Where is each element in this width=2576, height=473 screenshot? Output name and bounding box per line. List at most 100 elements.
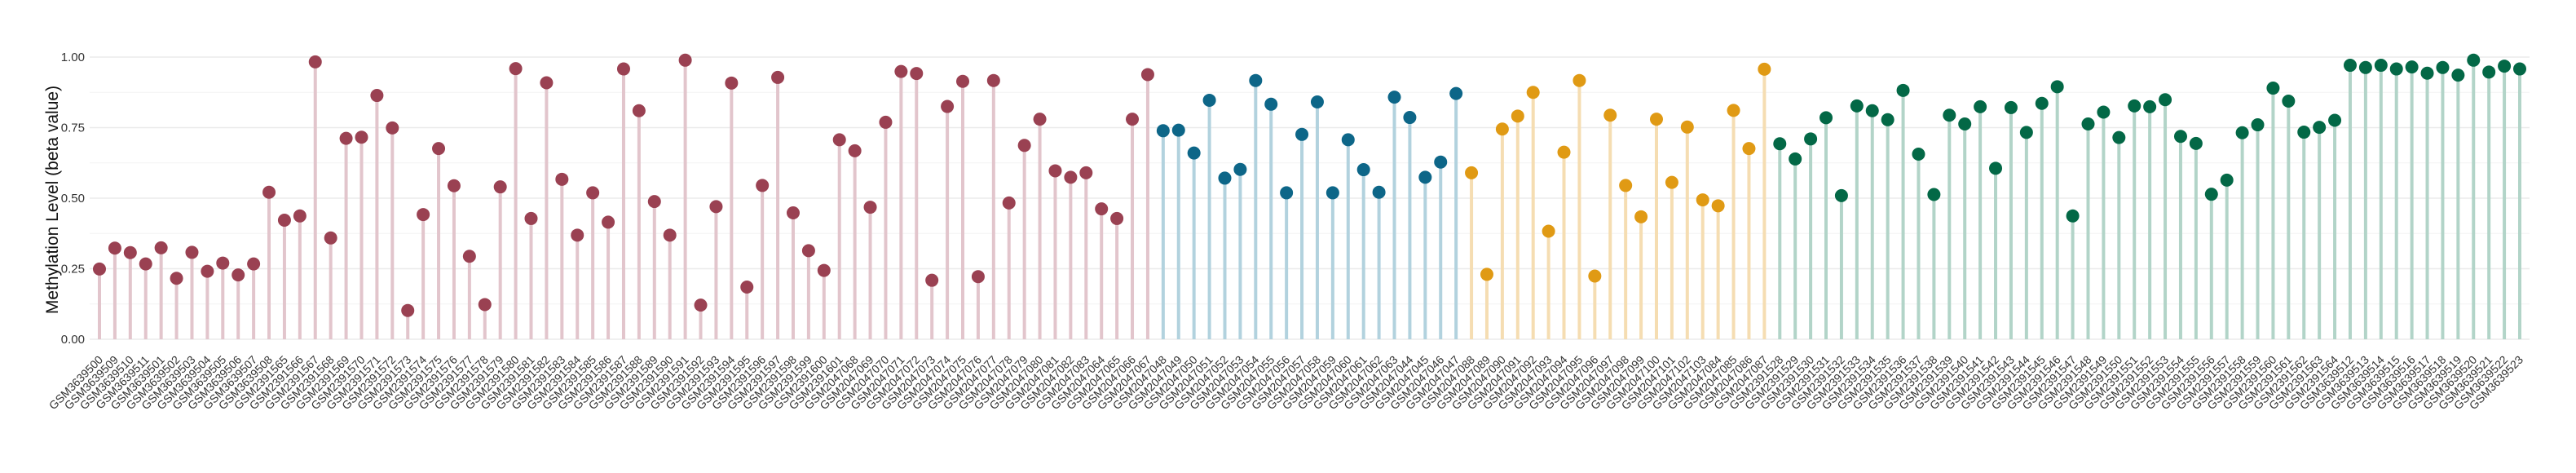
data-point <box>417 208 430 222</box>
data-point <box>2451 69 2465 82</box>
data-point <box>602 215 615 229</box>
data-point <box>216 256 230 270</box>
data-point <box>971 270 985 284</box>
data-point <box>185 245 199 259</box>
data-point <box>2235 126 2249 139</box>
data-point <box>2143 99 2157 113</box>
data-point <box>941 99 955 113</box>
data-point <box>1171 123 1185 137</box>
data-point <box>1341 133 1355 147</box>
data-point <box>1680 120 1694 134</box>
data-point <box>2405 60 2419 74</box>
data-point <box>817 263 831 277</box>
data-point <box>1202 93 1216 107</box>
data-point <box>879 115 893 129</box>
data-point <box>1126 113 1140 126</box>
data-point <box>401 303 415 317</box>
data-point <box>2097 105 2111 119</box>
data-point <box>1696 193 1709 207</box>
data-point <box>848 144 862 157</box>
gridlines <box>90 56 2530 340</box>
data-point <box>2066 209 2080 223</box>
data-point <box>139 257 152 271</box>
data-point <box>2081 117 2095 131</box>
data-point <box>1079 166 1093 179</box>
data-point <box>1325 186 1339 200</box>
data-point <box>201 264 214 278</box>
data-point <box>2513 62 2526 76</box>
data-point <box>1865 104 1879 117</box>
data-point <box>647 195 661 209</box>
data-point <box>1465 166 1479 179</box>
data-point <box>1110 211 1124 225</box>
data-point <box>1356 163 1370 177</box>
data-point <box>740 280 754 294</box>
data-point <box>725 76 739 90</box>
data-point <box>1218 171 1232 185</box>
data-point <box>170 272 183 285</box>
data-point <box>925 273 939 287</box>
data-point <box>1927 188 1941 201</box>
y-axis-title: Methylation Level (beta value) <box>43 86 62 314</box>
data-point <box>478 298 492 312</box>
y-tick-label: 0.75 <box>61 122 85 135</box>
data-point <box>2266 82 2280 95</box>
data-point <box>1850 99 1864 113</box>
data-point <box>1048 164 1062 178</box>
data-point <box>1665 175 1678 189</box>
data-point <box>832 133 846 147</box>
data-point <box>586 186 600 200</box>
data-point <box>123 245 137 259</box>
data-point <box>2343 59 2357 73</box>
data-point <box>1002 196 1016 210</box>
data-point <box>709 200 723 214</box>
data-point <box>1310 95 1324 109</box>
data-point <box>756 179 770 192</box>
data-point <box>1989 161 2003 175</box>
data-point <box>956 74 970 88</box>
data-point <box>1649 113 1663 126</box>
data-point <box>524 211 538 225</box>
data-point <box>1372 185 1386 199</box>
data-point <box>1711 199 1725 213</box>
data-point <box>2436 60 2450 74</box>
data-point <box>447 179 461 192</box>
data-point <box>154 241 168 254</box>
y-tick-label: 0.00 <box>61 333 85 347</box>
data-point <box>462 250 476 263</box>
data-point <box>1033 113 1047 126</box>
data-point <box>632 104 646 117</box>
data-point <box>616 62 630 76</box>
stems <box>98 60 2521 339</box>
data-point <box>1434 155 1448 169</box>
data-point <box>1449 86 1463 100</box>
data-point <box>2220 173 2234 187</box>
data-point <box>1140 68 1154 82</box>
data-point <box>2297 126 2311 139</box>
data-point <box>1156 124 1170 138</box>
data-point <box>678 53 692 67</box>
data-point <box>663 228 677 242</box>
data-point <box>2189 136 2203 150</box>
data-point <box>2004 100 2018 114</box>
data-point <box>324 231 337 245</box>
data-point <box>386 121 399 135</box>
data-point <box>232 268 245 282</box>
data-point <box>894 64 908 78</box>
data-point <box>910 67 924 81</box>
data-point <box>247 257 261 271</box>
data-point <box>2420 66 2434 80</box>
data-point <box>2328 113 2342 127</box>
data-point <box>863 201 877 214</box>
data-point <box>1557 145 1571 159</box>
data-point <box>2482 65 2496 79</box>
data-point <box>1603 108 1617 122</box>
data-point <box>108 241 121 255</box>
data-point <box>786 206 800 219</box>
y-tick-label: 0.25 <box>61 263 85 276</box>
data-point <box>1280 186 1294 200</box>
data-point <box>540 76 554 90</box>
data-point <box>1974 99 1987 113</box>
data-point <box>1295 127 1309 141</box>
